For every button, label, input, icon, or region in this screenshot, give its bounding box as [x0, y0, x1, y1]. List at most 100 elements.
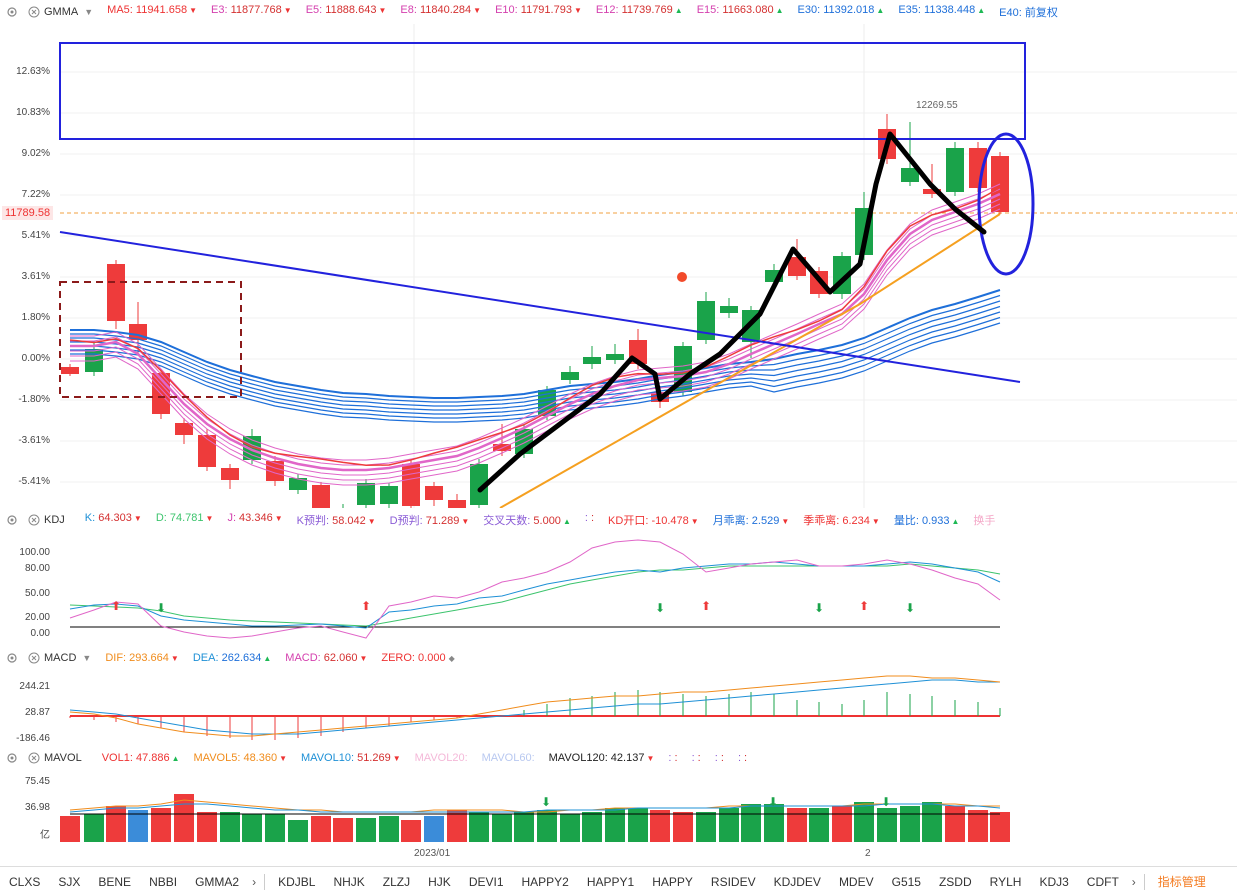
x-axis-label-feb: 2 — [865, 848, 871, 859]
chevron-down-icon[interactable]: ▼ — [82, 653, 92, 663]
tab-kdj3[interactable]: KDJ3 — [1039, 874, 1069, 889]
tab-bene[interactable]: BENE — [98, 874, 132, 889]
main-legend-item: E8: 11840.284 ▼ — [400, 4, 481, 20]
arrow-down-icon: ▼ — [367, 517, 376, 526]
arrow-up-icon: ▲ — [977, 6, 986, 15]
legend-label: E40: — [999, 7, 1022, 19]
main-chart[interactable]: 12.63% 10.83% 9.02% 7.22% 5.41% 3.61% 1.80% 0.0… — [0, 24, 1237, 508]
close-icon[interactable] — [28, 514, 40, 526]
mavol-legend-item: : : — [738, 752, 747, 764]
trend-line-orange — [499, 213, 1001, 508]
volume-bar — [537, 810, 557, 842]
gear-icon[interactable] — [6, 6, 18, 18]
dif-line — [69, 675, 1001, 737]
legend-value: : — [741, 752, 748, 764]
chevron-right-icon[interactable]: › — [1131, 874, 1136, 889]
macd-legend-item: DEA: 262.634 ▲ — [193, 652, 271, 664]
candle — [583, 357, 601, 364]
main-y-tick: 7.22% — [21, 189, 50, 200]
volume-bar — [84, 814, 104, 842]
volume-bar — [356, 818, 376, 842]
arrow-down-icon: ▼ — [690, 517, 699, 526]
arrow-down-icon: ▼ — [781, 517, 790, 526]
tab-zsdd[interactable]: ZSDD — [938, 874, 972, 889]
volume-bar — [514, 812, 534, 842]
mavol-legend-item: VOL1: 47.886 ▲ — [102, 752, 180, 764]
tab-happy2[interactable]: HAPPY2 — [521, 874, 569, 889]
legend-label: MACD: — [285, 652, 321, 664]
resistance-box — [59, 42, 1026, 140]
tab-nhjk[interactable]: NHJK — [333, 874, 365, 889]
tab-devi1[interactable]: DEVI1 — [468, 874, 504, 889]
signal-down-arrow-icon: ⬇ — [156, 601, 166, 615]
candle — [61, 367, 79, 374]
legend-value: 48.360 — [240, 752, 278, 764]
main-y-tick: -1.80% — [18, 394, 50, 405]
arrow-down-icon: ▼ — [392, 754, 401, 763]
volume-chart-svg: ⬇ ⬇ ⬇ — [60, 794, 1010, 842]
arrow-down-icon: ▼ — [461, 517, 470, 526]
signal-up-arrow-icon: ⬆ — [701, 599, 711, 613]
arrow-up-icon: ▲ — [171, 754, 180, 763]
arrow-down-icon: ▼ — [189, 6, 198, 15]
kdj-y-tick: 20.00 — [24, 612, 50, 623]
legend-value: 64.303 — [95, 512, 132, 524]
kdj-chart[interactable]: ⬆ ⬇ ⬆ ⬇ ⬆ ⬇ ⬆ ⬇ 100.00 80.00 50.00 20.00 0.00 — [0, 532, 1237, 646]
legend-value: 47.886 — [132, 752, 170, 764]
tab-sjx[interactable]: SJX — [58, 874, 81, 889]
signal-down-arrow-icon: ⬇ — [814, 601, 824, 615]
legend-value: 11392.018 — [820, 4, 875, 16]
macd-legend-item: ZERO: 0.000 ◆ — [381, 652, 454, 664]
candle — [923, 189, 941, 194]
main-legend-item: E15: 11663.080 ▲ — [697, 4, 784, 20]
tab-hjk[interactable]: HJK — [428, 874, 451, 889]
macd-y-tick: 244.21 — [19, 681, 50, 692]
volume-bar — [809, 808, 829, 842]
tab-kdjbl[interactable]: KDJBL — [278, 874, 316, 889]
legend-value: 42.137 — [607, 752, 645, 764]
tab-zlzj[interactable]: ZLZJ — [382, 874, 411, 889]
legend-value: -10.478 — [648, 515, 689, 527]
ema-long-line — [70, 316, 1001, 419]
arrow-down-icon: ▼ — [170, 654, 179, 663]
indicator-manage-button[interactable]: 指标管理 — [1157, 875, 1206, 889]
signal-down-arrow-icon: ⬇ — [541, 795, 551, 809]
legend-value: 58.042 — [329, 515, 366, 527]
tab-rylh[interactable]: RYLH — [989, 874, 1022, 889]
arrow-up-icon: ▲ — [876, 6, 885, 15]
tab-cdft[interactable]: CDFT — [1086, 874, 1119, 889]
legend-label: : — [737, 752, 741, 764]
tab-kdjdev[interactable]: KDJDEV — [773, 874, 821, 889]
tab-clxs[interactable]: CLXS — [9, 874, 41, 889]
mavol-chart[interactable]: ⬇ ⬇ ⬇ 75.45 36.98 亿 2023/01 2 — [0, 770, 1237, 866]
chevron-down-icon[interactable]: ▼ — [84, 7, 94, 17]
arrow-up-icon: ▲ — [263, 654, 272, 663]
volume-bar — [311, 816, 331, 842]
tab-rsidev[interactable]: RSIDEV — [710, 874, 756, 889]
legend-label: E30: — [797, 4, 821, 16]
legend-value: : — [671, 752, 678, 764]
tab-happy[interactable]: HAPPY — [652, 874, 693, 889]
gear-icon[interactable] — [6, 752, 18, 764]
close-icon[interactable] — [28, 752, 40, 764]
tab-happy1[interactable]: HAPPY1 — [586, 874, 635, 889]
tab-gmma2[interactable]: GMMA2 — [195, 874, 240, 889]
candle — [380, 486, 398, 504]
tab-nbbi[interactable]: NBBI — [149, 874, 178, 889]
gear-icon[interactable] — [6, 514, 18, 526]
kdj-legend-item: K: 64.303 ▼ — [85, 512, 142, 528]
close-icon[interactable] — [28, 6, 40, 18]
hand-drawn-path — [477, 131, 987, 493]
chevron-right-icon[interactable]: › — [252, 874, 257, 889]
candle — [107, 264, 125, 321]
volume-bar — [832, 806, 852, 842]
volume-bar — [968, 810, 988, 842]
macd-legend-item: MACD: 62.060 ▼ — [285, 652, 367, 664]
close-icon[interactable] — [28, 652, 40, 664]
arrow-down-icon: ▼ — [359, 654, 368, 663]
tab-g515[interactable]: G515 — [891, 874, 921, 889]
main-y-tick: 0.00% — [21, 353, 50, 364]
gear-icon[interactable] — [6, 652, 18, 664]
tab-mdev[interactable]: MDEV — [838, 874, 874, 889]
macd-chart[interactable]: 244.21 28.87 -186.46 — [0, 670, 1237, 746]
